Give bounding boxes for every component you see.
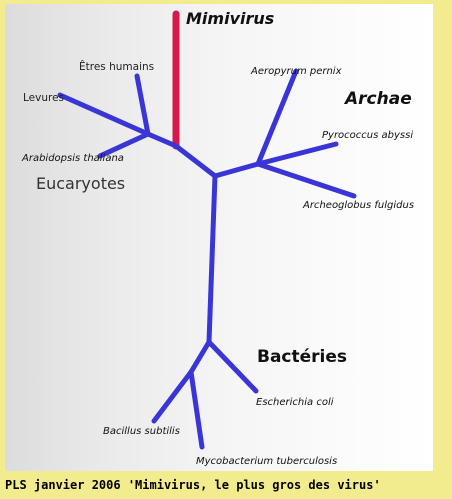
label-archeoglobus: Archeoglobus fulgidus bbox=[303, 200, 415, 211]
group-label-bacteries: Bactéries bbox=[257, 347, 348, 367]
branch-bacillus bbox=[151, 369, 194, 424]
label-arabidopsis: Arabidopsis thaliana bbox=[22, 153, 124, 164]
label-etres-humains: Êtres humains bbox=[79, 61, 155, 73]
branch-trunk bbox=[212, 161, 261, 179]
group-label-eucaryotes: Eucaryotes bbox=[36, 174, 126, 193]
figure-caption: PLS janvier 2006 'Mimivirus, le plus gro… bbox=[5, 478, 381, 492]
label-bacillus: Bacillus subtilis bbox=[103, 426, 180, 437]
branch-bacteria-node bbox=[188, 339, 212, 375]
branch-escherichia bbox=[206, 339, 259, 394]
branch-levures bbox=[57, 92, 151, 137]
branch-mycobacterium bbox=[188, 369, 205, 450]
label-pyrococcus: Pyrococcus abyssi bbox=[322, 130, 414, 141]
branch-eucaryote-stem bbox=[173, 143, 218, 179]
branch-arabidopsis bbox=[97, 131, 151, 159]
branch-etres-humains bbox=[134, 73, 151, 137]
label-aeropyrum: Aeropyrum pernix bbox=[251, 66, 342, 77]
branch-archeoglobus bbox=[255, 161, 357, 199]
diagram-panel bbox=[5, 4, 433, 471]
label-mycobacterium: Mycobacterium tuberculosis bbox=[196, 456, 338, 467]
label-escherichia: Escherichia coli bbox=[256, 397, 334, 408]
branch-pyrococcus bbox=[255, 141, 339, 167]
label-levures: Levures bbox=[23, 92, 65, 104]
group-label-archae: Archae bbox=[345, 89, 412, 109]
mimivirus-label: Mimivirus bbox=[186, 9, 275, 28]
branch-aeropyrum bbox=[255, 68, 299, 167]
branch-eucaryote-node bbox=[145, 131, 179, 149]
branch-trunk-bacteria bbox=[206, 173, 218, 345]
